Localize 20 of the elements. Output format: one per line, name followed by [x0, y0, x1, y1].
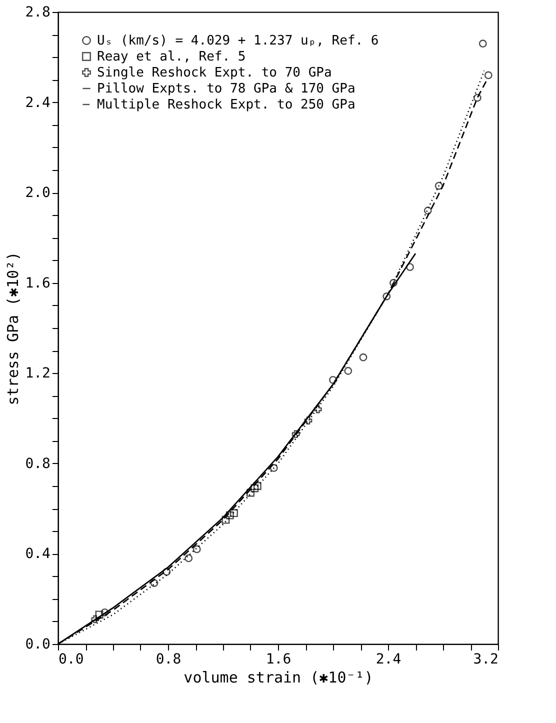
x-tick-label: 1.6 [266, 652, 292, 668]
x-tick-label: 2.4 [376, 652, 402, 668]
x-tick-label: 0.0 [58, 652, 84, 668]
y-axis-title: stress GPa (✱10²) [4, 252, 22, 406]
x-axis-title: volume strain (✱10⁻¹) [184, 668, 374, 686]
y-tick-label: 0.8 [25, 456, 50, 472]
y-tick-label: 2.0 [25, 185, 50, 202]
legend-label: Single Reshock Expt. to 70 GPa [97, 66, 332, 80]
y-tick-label: 0.4 [25, 546, 50, 562]
legend-label: Uₛ (km/s) = 4.029 + 1.237 uₚ, Ref. 6 [97, 34, 379, 48]
y-tick-label: 2.4 [25, 94, 50, 111]
y-tick-label: 1.6 [25, 275, 50, 292]
legend-label: Multiple Reshock Expt. to 250 GPa [97, 98, 356, 112]
y-tick-label: 1.2 [25, 366, 50, 382]
x-tick-label: 0.8 [156, 652, 182, 668]
legend-label: Pillow Expts. to 78 GPa & 170 GPa [97, 82, 356, 96]
y-tick-label: 2.8 [25, 4, 50, 20]
legend-label: Reay et al., Ref. 5 [97, 50, 246, 64]
x-tick-label: 3.2 [473, 652, 498, 668]
y-tick-label: 0.0 [25, 636, 50, 652]
